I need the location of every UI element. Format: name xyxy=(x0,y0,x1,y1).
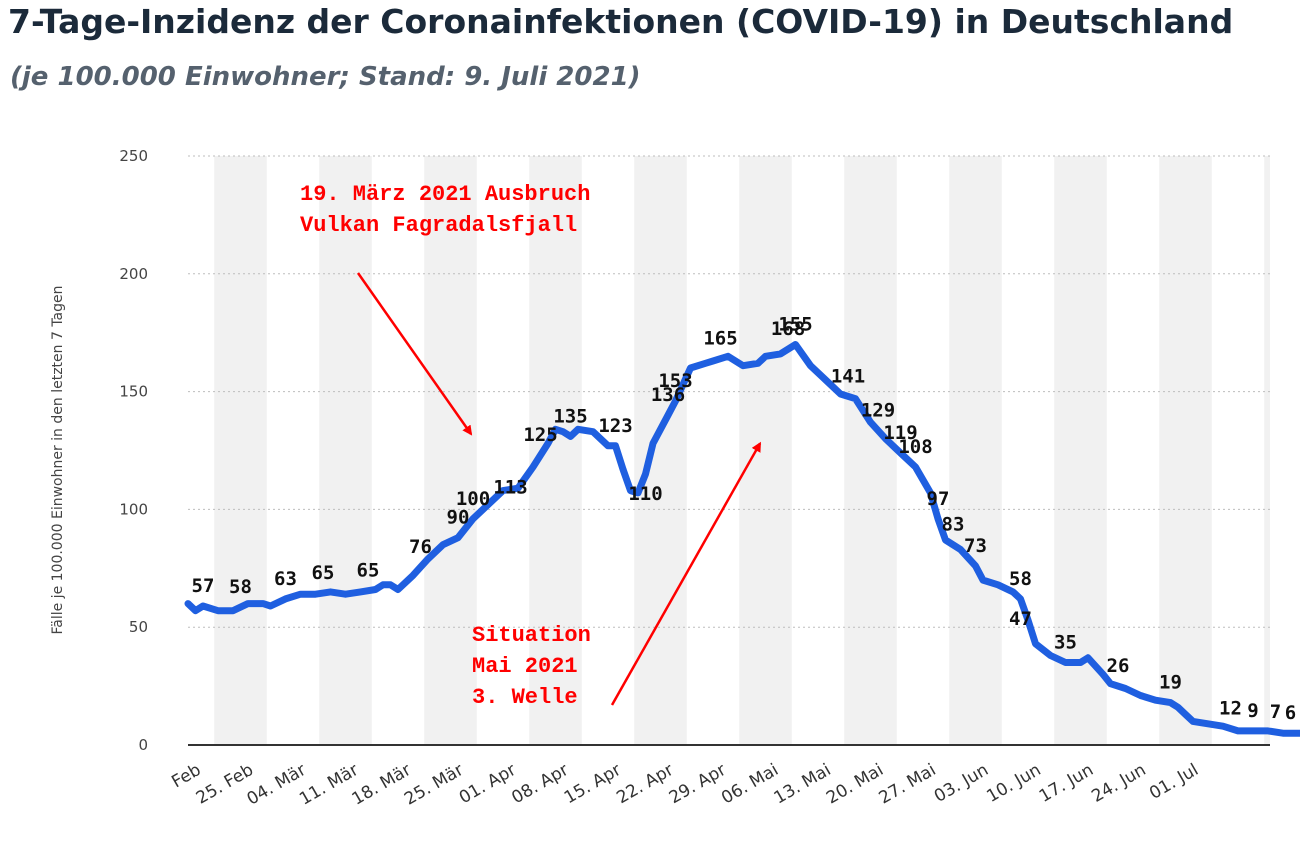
data-label: 7 xyxy=(1270,701,1281,723)
y-axis-label: Fälle je 100.000 Einwohner in den letzte… xyxy=(50,285,66,634)
x-tick-label: 10. Jun xyxy=(983,760,1044,807)
annotations: 19. März 2021 Ausbruch Vulkan Fagradalsfj… xyxy=(300,182,762,710)
data-label: 26 xyxy=(1107,655,1130,677)
y-tick-label: 200 xyxy=(119,265,148,283)
week-band xyxy=(844,156,897,745)
data-label: 97 xyxy=(927,488,950,510)
week-band xyxy=(1159,156,1212,745)
data-label: 6 xyxy=(1285,702,1296,724)
data-label: 168 xyxy=(771,318,805,340)
data-label: 58 xyxy=(1009,568,1032,590)
series-layer xyxy=(184,341,1300,737)
x-tick-label: 06. Mai xyxy=(718,760,782,808)
x-tick-label: 13. Mai xyxy=(771,760,835,808)
week-band xyxy=(949,156,1002,745)
annotation-text: 3. Welle xyxy=(472,685,578,710)
x-tick-label: 01. Apr xyxy=(456,760,520,808)
x-tick-label: 25. Mär xyxy=(401,760,467,810)
data-label: 76 xyxy=(409,536,432,558)
x-tick-label: 25. Feb xyxy=(193,760,257,809)
week-band xyxy=(1264,156,1270,745)
alternating-week-bands xyxy=(214,156,1270,745)
annotation-text: Situation xyxy=(472,623,591,648)
data-label: 165 xyxy=(703,328,737,350)
data-label: 57 xyxy=(192,575,215,597)
data-label: 153 xyxy=(658,370,692,392)
week-band xyxy=(529,156,582,745)
data-label: 135 xyxy=(553,405,587,427)
x-tick-label: 15. Apr xyxy=(561,760,625,808)
series-line xyxy=(184,341,1300,737)
data-label: 136 xyxy=(651,384,685,406)
x-tick-label: 29. Apr xyxy=(666,760,730,808)
x-tick-label: 11. Mär xyxy=(296,760,362,810)
annotation-text: Vulkan Fagradalsfjall xyxy=(300,213,577,238)
data-label: 155 xyxy=(778,313,812,335)
x-tick-label: 24. Jun xyxy=(1088,760,1149,807)
data-label: 119 xyxy=(883,422,917,444)
data-label: 35 xyxy=(1054,632,1077,654)
data-label: 129 xyxy=(861,399,895,421)
data-label: 123 xyxy=(598,415,632,437)
annotation-text: 19. März 2021 Ausbruch xyxy=(300,182,590,207)
week-band xyxy=(739,156,792,745)
week-band xyxy=(424,156,477,745)
data-label: 141 xyxy=(831,365,865,387)
y-tick-label: 0 xyxy=(138,736,148,754)
data-label: 47 xyxy=(1009,608,1032,630)
gridlines xyxy=(188,155,1270,746)
x-tick-label: 03. Jun xyxy=(931,760,992,807)
x-tick-label: 01. Jul xyxy=(1146,760,1202,804)
x-tick-label: 20. Mai xyxy=(823,760,887,808)
annotation-arrow xyxy=(610,441,762,706)
x-tick-label: 17. Jun xyxy=(1036,760,1097,807)
data-label: 108 xyxy=(898,436,932,458)
y-tick-label: 150 xyxy=(119,383,148,401)
data-label: 58 xyxy=(229,576,252,598)
data-label: 65 xyxy=(312,562,335,584)
chart-title: 7-Tage-Inzidenz der Coronainfektionen (C… xyxy=(8,2,1234,41)
y-axis-ticks: 0 50 100 150 200 250 xyxy=(119,147,148,754)
data-label: 19 xyxy=(1159,672,1182,694)
y-tick-label: 100 xyxy=(119,500,148,518)
annotation-text: Mai 2021 xyxy=(472,654,578,679)
data-label: 65 xyxy=(357,560,380,582)
x-tick-label: 27. Mai xyxy=(876,760,940,808)
data-label: 83 xyxy=(942,514,965,536)
data-label: 73 xyxy=(964,535,987,557)
x-tick-label: 22. Apr xyxy=(613,760,677,808)
week-band xyxy=(634,156,687,745)
week-band xyxy=(214,156,267,745)
data-label: 63 xyxy=(274,568,297,590)
x-tick-label: 18. Mär xyxy=(349,760,415,810)
data-label: 12 xyxy=(1219,698,1242,720)
data-label: 113 xyxy=(493,476,527,498)
chart-subtitle: (je 100.000 Einwohner; Stand: 9. Juli 20… xyxy=(10,62,641,92)
y-tick-label: 250 xyxy=(119,147,148,165)
data-label: 125 xyxy=(523,424,557,446)
data-label: 90 xyxy=(447,507,470,529)
annotation-arrow xyxy=(356,272,473,436)
data-label: 9 xyxy=(1247,700,1258,722)
week-band xyxy=(319,156,372,745)
data-label: 100 xyxy=(456,488,490,510)
week-band xyxy=(1054,156,1107,745)
data-label: 110 xyxy=(628,483,662,505)
y-tick-label: 50 xyxy=(129,618,148,636)
x-tick-label: 04. Mär xyxy=(244,760,310,810)
x-tick-label: 08. Apr xyxy=(508,760,572,808)
